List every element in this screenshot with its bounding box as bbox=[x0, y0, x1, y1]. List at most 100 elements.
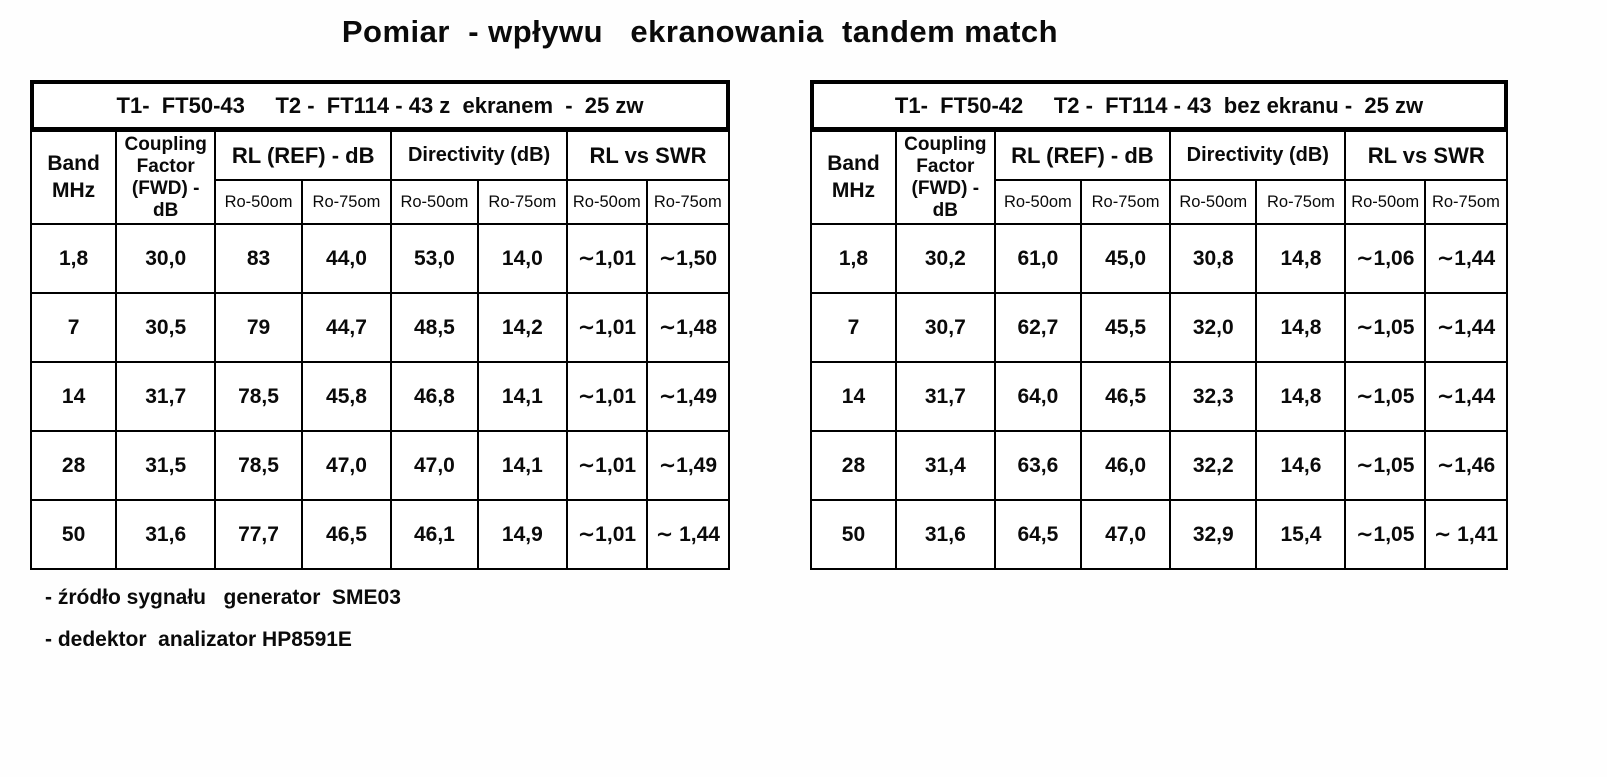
table-cell: 31,4 bbox=[894, 430, 996, 502]
table-cell: ∼1,49 bbox=[645, 361, 731, 433]
subheader-swr-ro50: Ro-50om bbox=[566, 179, 648, 226]
table-cell: 47,0 bbox=[1080, 499, 1172, 571]
table-cell: 30,7 bbox=[894, 292, 996, 364]
table-cell: 64,0 bbox=[993, 361, 1083, 433]
table-cell: 50 bbox=[29, 499, 118, 571]
table-row: 14 31,7 78,5 45,8 46,8 14,1 ∼1,01 ∼1,49 bbox=[29, 361, 731, 433]
table-cell: 1,8 bbox=[810, 223, 897, 295]
table-cell: 1,8 bbox=[29, 223, 118, 295]
table-cell: 7 bbox=[29, 292, 118, 364]
table-cell: 31,6 bbox=[894, 499, 996, 571]
table-cell: 62,7 bbox=[993, 292, 1083, 364]
column-header-coupling-factor: Coupling Factor (FWD) - dB bbox=[894, 129, 996, 226]
table-cell: 14,0 bbox=[476, 223, 569, 295]
column-group-rl-vs-swr: RL vs SWR bbox=[1344, 129, 1508, 182]
table-cell: ∼1,01 bbox=[566, 223, 648, 295]
table-cell: 44,7 bbox=[300, 292, 393, 364]
table-cell: ∼1,05 bbox=[1344, 361, 1426, 433]
table-cell: 45,8 bbox=[300, 361, 393, 433]
table-caption: T1- FT50-43 T2 - FT114 - 43 z ekranem - … bbox=[30, 80, 730, 131]
table-cell: 30,5 bbox=[115, 292, 217, 364]
table-cell: 14,6 bbox=[1255, 430, 1347, 502]
table-cell: ∼1,44 bbox=[1423, 361, 1509, 433]
table-cell: ∼1,48 bbox=[645, 292, 731, 364]
table-cell: ∼1,46 bbox=[1423, 430, 1509, 502]
measurement-table-shielded: Band MHz Coupling Factor (FWD) - dB RL (… bbox=[29, 129, 731, 571]
column-header-coupling-factor: Coupling Factor (FWD) - dB bbox=[115, 129, 217, 226]
coupling-label-line2: Factor bbox=[916, 155, 975, 177]
note-signal-source: - źródło sygnału generator SME03 bbox=[45, 586, 401, 609]
table-cell: 46,0 bbox=[1080, 430, 1172, 502]
table-cell: ∼1,44 bbox=[1423, 292, 1509, 364]
band-label-line1: Band bbox=[47, 152, 100, 176]
column-group-directivity: Directivity (dB) bbox=[390, 129, 569, 182]
subheader-dir-ro50: Ro-50om bbox=[390, 179, 479, 226]
table-with-shield: T1- FT50-43 T2 - FT114 - 43 z ekranem - … bbox=[29, 80, 731, 571]
band-label-line2: MHz bbox=[831, 178, 876, 202]
table-cell: 45,0 bbox=[1080, 223, 1172, 295]
table-cell: 32,2 bbox=[1169, 430, 1258, 502]
table-cell: 32,3 bbox=[1169, 361, 1258, 433]
column-group-rl-ref: RL (REF) - dB bbox=[993, 129, 1172, 182]
table-cell: 61,0 bbox=[993, 223, 1083, 295]
coupling-label-line2: Factor bbox=[136, 155, 195, 177]
table-without-shield: T1- FT50-42 T2 - FT114 - 43 bez ekranu -… bbox=[810, 80, 1509, 571]
table-cell: 64,5 bbox=[993, 499, 1083, 571]
table-cell: 15,4 bbox=[1255, 499, 1347, 571]
table-cell: ∼ 1,44 bbox=[645, 499, 731, 571]
column-group-rl-ref: RL (REF) - dB bbox=[214, 129, 393, 182]
table-cell: 30,0 bbox=[115, 223, 217, 295]
table-cell: 14,9 bbox=[476, 499, 569, 571]
table-cell: ∼1,06 bbox=[1344, 223, 1426, 295]
table-cell: 47,0 bbox=[300, 430, 393, 502]
table-cell: 63,6 bbox=[993, 430, 1083, 502]
table-cell: ∼1,44 bbox=[1423, 223, 1509, 295]
table-cell: ∼1,05 bbox=[1344, 292, 1426, 364]
table-cell: 46,8 bbox=[390, 361, 479, 433]
table-cell: ∼1,50 bbox=[645, 223, 731, 295]
coupling-label-line1: Coupling bbox=[124, 134, 207, 155]
table-cell: 31,7 bbox=[894, 361, 996, 433]
table-row: 7 30,7 62,7 45,5 32,0 14,8 ∼1,05 ∼1,44 bbox=[810, 292, 1509, 364]
table-cell: ∼1,01 bbox=[566, 499, 648, 571]
subheader-dir-ro75: Ro-75om bbox=[1255, 179, 1347, 226]
table-row: 7 30,5 79 44,7 48,5 14,2 ∼1,01 ∼1,48 bbox=[29, 292, 731, 364]
table-row: 50 31,6 77,7 46,5 46,1 14,9 ∼1,01 ∼ 1,44 bbox=[29, 499, 731, 571]
table-cell: 79 bbox=[214, 292, 303, 364]
subheader-rl-ro50: Ro-50om bbox=[214, 179, 303, 226]
note-detector: - dedektor analizator HP8591E bbox=[45, 628, 352, 651]
table-cell: 78,5 bbox=[214, 430, 303, 502]
table-cell: 32,9 bbox=[1169, 499, 1258, 571]
table-cell: 48,5 bbox=[390, 292, 479, 364]
table-cell: 50 bbox=[810, 499, 897, 571]
table-cell: 14,8 bbox=[1255, 292, 1347, 364]
table-cell: 78,5 bbox=[214, 361, 303, 433]
table-cell: 14 bbox=[810, 361, 897, 433]
table-cell: 14,8 bbox=[1255, 361, 1347, 433]
measurement-table-unshielded: Band MHz Coupling Factor (FWD) - dB RL (… bbox=[810, 129, 1509, 571]
table-cell: 46,5 bbox=[1080, 361, 1172, 433]
table-row: 28 31,5 78,5 47,0 47,0 14,1 ∼1,01 ∼1,49 bbox=[29, 430, 731, 502]
column-header-band: Band MHz bbox=[810, 129, 897, 226]
table-cell: 30,8 bbox=[1169, 223, 1258, 295]
table-row: 14 31,7 64,0 46,5 32,3 14,8 ∼1,05 ∼1,44 bbox=[810, 361, 1509, 433]
coupling-label-line3: (FWD) - dB bbox=[911, 177, 980, 221]
table-cell: ∼1,49 bbox=[645, 430, 731, 502]
column-header-band: Band MHz bbox=[29, 129, 118, 226]
table-cell: 46,1 bbox=[390, 499, 479, 571]
table-cell: 7 bbox=[810, 292, 897, 364]
table-row: 50 31,6 64,5 47,0 32,9 15,4 ∼1,05 ∼ 1,41 bbox=[810, 499, 1509, 571]
subheader-swr-ro50: Ro-50om bbox=[1344, 179, 1426, 226]
table-cell: 53,0 bbox=[390, 223, 479, 295]
coupling-label-line3: (FWD) - dB bbox=[131, 177, 200, 221]
page-title: Pomiar - wpływu ekranowania tandem match bbox=[341, 14, 1059, 49]
table-cell: 47,0 bbox=[390, 430, 479, 502]
subheader-swr-ro75: Ro-75om bbox=[1423, 179, 1509, 226]
subheader-rl-ro50: Ro-50om bbox=[993, 179, 1083, 226]
table-cell: 28 bbox=[810, 430, 897, 502]
subheader-dir-ro75: Ro-75om bbox=[476, 179, 569, 226]
table-cell: 46,5 bbox=[300, 499, 393, 571]
table-cell: 31,5 bbox=[115, 430, 217, 502]
table-body-unshielded: 1,8 30,2 61,0 45,0 30,8 14,8 ∼1,06 ∼1,44 7 30,7 62… bbox=[810, 223, 1509, 571]
table-cell: 31,6 bbox=[115, 499, 217, 571]
